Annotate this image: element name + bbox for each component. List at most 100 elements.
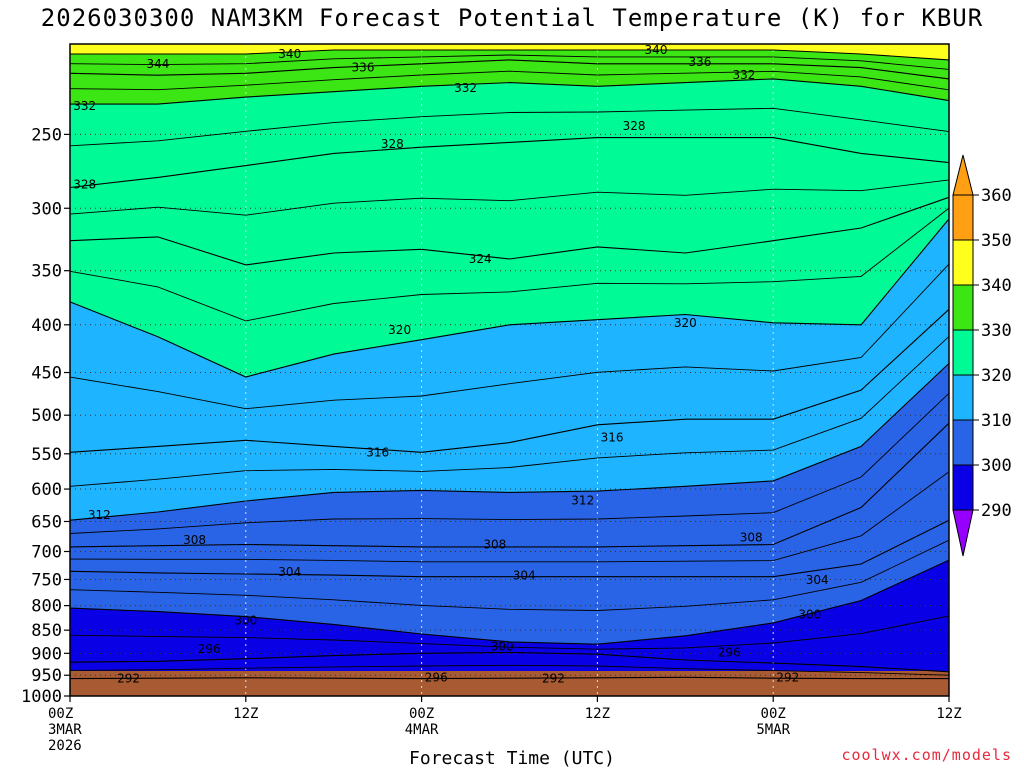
colorbar-label-300: 300 bbox=[981, 456, 1012, 476]
contour-label-328: 328 bbox=[381, 137, 404, 151]
y-tick-label: 850 bbox=[31, 621, 62, 641]
isentrope-308 bbox=[69, 422, 950, 548]
contour-label-340: 340 bbox=[278, 47, 301, 61]
colorbar-label-330: 330 bbox=[981, 321, 1012, 341]
y-tick-label: 800 bbox=[31, 597, 62, 617]
y-tick-label: 250 bbox=[31, 125, 62, 145]
isentrope-296 bbox=[69, 651, 950, 673]
isentrope-336 bbox=[69, 59, 950, 80]
isentrope-320 bbox=[69, 218, 950, 378]
isentrope-302 bbox=[69, 539, 950, 611]
x-tick-label: 12Z bbox=[936, 706, 961, 722]
contour-label-292: 292 bbox=[117, 672, 140, 686]
y-tick-label: 450 bbox=[31, 364, 62, 384]
x-tick-label: 00Z bbox=[761, 706, 786, 722]
x-tick-label: 12Z bbox=[585, 706, 610, 722]
contour-label-300: 300 bbox=[491, 640, 514, 654]
colorbar-segment-350 bbox=[952, 194, 974, 241]
contour-label-296: 296 bbox=[718, 645, 741, 659]
contour-label-304: 304 bbox=[513, 569, 536, 583]
band-316 bbox=[70, 218, 949, 453]
colorbar-segment-320 bbox=[952, 329, 974, 376]
contour-label-312: 312 bbox=[571, 493, 594, 507]
contour-label-308: 308 bbox=[483, 538, 506, 552]
x-tick-label: 4MAR bbox=[405, 722, 439, 738]
isentrope-338 bbox=[69, 54, 950, 70]
isentrope-294 bbox=[69, 664, 950, 676]
grid-lines bbox=[70, 44, 949, 697]
isentrope-300 bbox=[69, 559, 950, 645]
x-tick-label: 00Z bbox=[48, 706, 73, 722]
ground-surface bbox=[70, 671, 949, 696]
y-tick-label: 550 bbox=[31, 445, 62, 465]
colorbar-label-310: 310 bbox=[981, 411, 1012, 431]
contour-label-316: 316 bbox=[601, 430, 624, 444]
contour-label-332: 332 bbox=[73, 99, 96, 113]
isentrope-316 bbox=[69, 308, 950, 453]
contour-label-292: 292 bbox=[542, 672, 565, 686]
contour-label-344: 344 bbox=[146, 57, 169, 71]
colorbar-label-360: 360 bbox=[981, 186, 1012, 206]
band-304 bbox=[70, 423, 949, 577]
x-tick-label: 00Z bbox=[409, 706, 434, 722]
isentrope-328 bbox=[69, 137, 950, 189]
band-320 bbox=[70, 197, 949, 377]
colorbar-label-350: 350 bbox=[981, 231, 1012, 251]
isentrope-322 bbox=[69, 207, 950, 322]
contour-label-300: 300 bbox=[234, 614, 257, 628]
y-tick-label: 900 bbox=[31, 644, 62, 664]
isentrope-334 bbox=[69, 70, 950, 91]
x-tick-label: 12Z bbox=[233, 706, 258, 722]
contour-label-300: 300 bbox=[798, 608, 821, 622]
isentrope-lines bbox=[69, 49, 950, 680]
contour-label-340: 340 bbox=[645, 43, 668, 57]
isentrope-304 bbox=[69, 519, 950, 578]
colorbar-label-340: 340 bbox=[981, 276, 1012, 296]
contour-label-324: 324 bbox=[469, 252, 492, 266]
contour-label-312: 312 bbox=[88, 508, 111, 522]
contour-label-304: 304 bbox=[278, 565, 301, 579]
band-312 bbox=[70, 309, 949, 521]
y-tick-label: 300 bbox=[31, 199, 62, 219]
band-324 bbox=[70, 137, 949, 265]
colorbar-label-320: 320 bbox=[981, 366, 1012, 386]
contour-label-336: 336 bbox=[352, 61, 375, 75]
contour-label-320: 320 bbox=[674, 316, 697, 330]
isentrope-340 bbox=[70, 49, 950, 61]
isentrope-310 bbox=[69, 392, 950, 534]
isentrope-306 bbox=[69, 471, 950, 563]
colorbar-segment-340 bbox=[952, 239, 974, 286]
isentrope-324 bbox=[69, 196, 950, 266]
y-tick-label: 350 bbox=[31, 262, 62, 282]
isentrope-314 bbox=[69, 336, 950, 487]
contour-label-320: 320 bbox=[388, 323, 411, 337]
y-tick-label: 600 bbox=[31, 480, 62, 500]
y-tick-label: 1000 bbox=[21, 687, 62, 707]
isentrope-298 bbox=[69, 615, 950, 650]
x-tick-label: 5MAR bbox=[756, 722, 790, 738]
colorbar-arrow-top bbox=[952, 154, 974, 196]
contour-label-316: 316 bbox=[366, 445, 389, 459]
x-tick-label: 2026 bbox=[48, 738, 82, 754]
ground-layer bbox=[70, 671, 949, 696]
colorbar-arrow-bottom bbox=[952, 509, 974, 557]
colorbar-segment-290 bbox=[952, 464, 974, 511]
contour-label-296: 296 bbox=[425, 670, 448, 684]
y-tick-label: 650 bbox=[31, 512, 62, 532]
contour-label-328: 328 bbox=[623, 119, 646, 133]
isentrope-292 bbox=[69, 676, 949, 680]
y-tick-label: 750 bbox=[31, 570, 62, 590]
theta-bands bbox=[70, 44, 949, 696]
band-340 bbox=[70, 44, 949, 60]
contour-label-328: 328 bbox=[73, 178, 96, 192]
contour-labels: 344 340 336 340 336 332 332 332 328 328 328 324 320 3… bbox=[73, 43, 828, 686]
chart-title: 2026030300 NAM3KM Forecast Potential Tem… bbox=[40, 4, 984, 32]
y-tick-label: 500 bbox=[31, 406, 62, 426]
colorbar-segment-330 bbox=[952, 284, 974, 331]
isentrope-330 bbox=[69, 107, 950, 147]
credit-text[interactable]: coolwx.com/models bbox=[841, 746, 1012, 764]
isentrope-312 bbox=[69, 363, 950, 521]
x-tick-label: 3MAR bbox=[48, 722, 82, 738]
contour-label-304: 304 bbox=[806, 573, 829, 587]
